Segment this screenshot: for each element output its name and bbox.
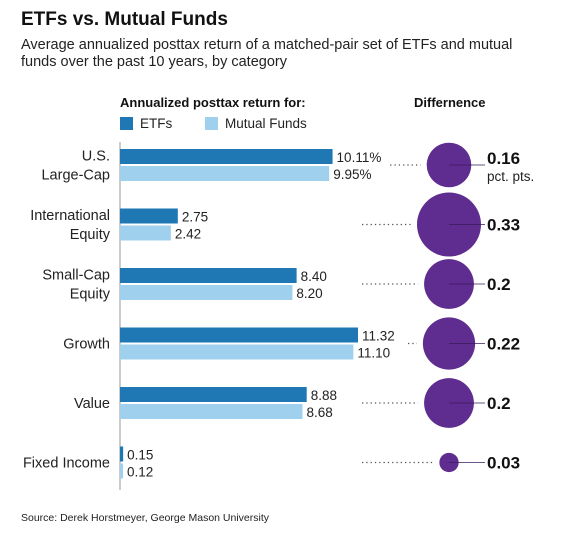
- value-label-etf: 0.15: [127, 448, 153, 463]
- value-label-mutual-fund: 9.95%: [333, 167, 371, 182]
- category-label: Small-Cap: [42, 268, 110, 284]
- value-label-mutual-fund: 0.12: [127, 465, 153, 480]
- bar-mutual-fund: [120, 344, 354, 360]
- legend-swatch-etfs: [120, 117, 133, 130]
- source-note: Source: Derek Horstmeyer, George Mason U…: [21, 512, 270, 524]
- bar-etf: [120, 387, 307, 402]
- bar-etf: [120, 268, 297, 283]
- value-label-etf: 2.75: [182, 210, 208, 225]
- value-label-mutual-fund: 2.42: [175, 227, 201, 242]
- difference-value: 0.33: [487, 216, 520, 235]
- category-label: Fixed Income: [23, 456, 110, 472]
- bar-mutual-fund: [120, 463, 123, 479]
- bar-mutual-fund: [120, 404, 303, 419]
- category-label: Growth: [63, 337, 110, 353]
- legend-swatch-mutual-funds: [205, 117, 218, 130]
- legend-item-etfs: ETFs: [120, 116, 172, 131]
- difference-unit: pct. pts.: [487, 169, 534, 184]
- category-label: U.S.: [82, 149, 110, 165]
- legend-label-mutual-funds: Mutual Funds: [225, 116, 307, 131]
- bar-mutual-fund: [120, 225, 171, 241]
- category-label: International: [30, 208, 110, 224]
- value-label-mutual-fund: 11.10: [357, 346, 390, 361]
- bar-etf: [120, 149, 333, 164]
- returns-header: Annualized posttax return for:: [120, 95, 306, 110]
- value-label-mutual-fund: 8.20: [296, 286, 322, 301]
- bar-etf: [120, 446, 124, 462]
- legend-label-etfs: ETFs: [140, 116, 173, 131]
- difference-value: 0.22: [487, 335, 520, 354]
- category-label: Large-Cap: [41, 168, 110, 184]
- chart-subtitle: Average annualized posttax return of a m…: [21, 37, 513, 70]
- value-label-etf: 8.40: [301, 269, 327, 284]
- chart-title: ETFs vs. Mutual Funds: [21, 9, 228, 30]
- difference-value: 0.16: [487, 149, 520, 168]
- value-label-etf: 8.88: [311, 388, 337, 403]
- bar-mutual-fund: [120, 166, 330, 181]
- legend-item-mutual-funds: Mutual Funds: [205, 116, 307, 131]
- category-label: Value: [74, 396, 110, 412]
- bar-etf: [120, 327, 358, 343]
- value-label-etf: 10.11%: [337, 150, 382, 165]
- category-label: Equity: [70, 287, 111, 303]
- difference-value: 0.2: [487, 275, 511, 294]
- value-label-etf: 11.32: [362, 329, 395, 344]
- bar-etf: [120, 208, 178, 224]
- bar-mutual-fund: [120, 285, 293, 300]
- difference-header: Differnence: [414, 95, 486, 110]
- difference-value: 0.2: [487, 394, 511, 413]
- value-label-mutual-fund: 8.68: [306, 405, 332, 420]
- difference-value: 0.03: [487, 454, 520, 473]
- category-label: Equity: [70, 227, 111, 243]
